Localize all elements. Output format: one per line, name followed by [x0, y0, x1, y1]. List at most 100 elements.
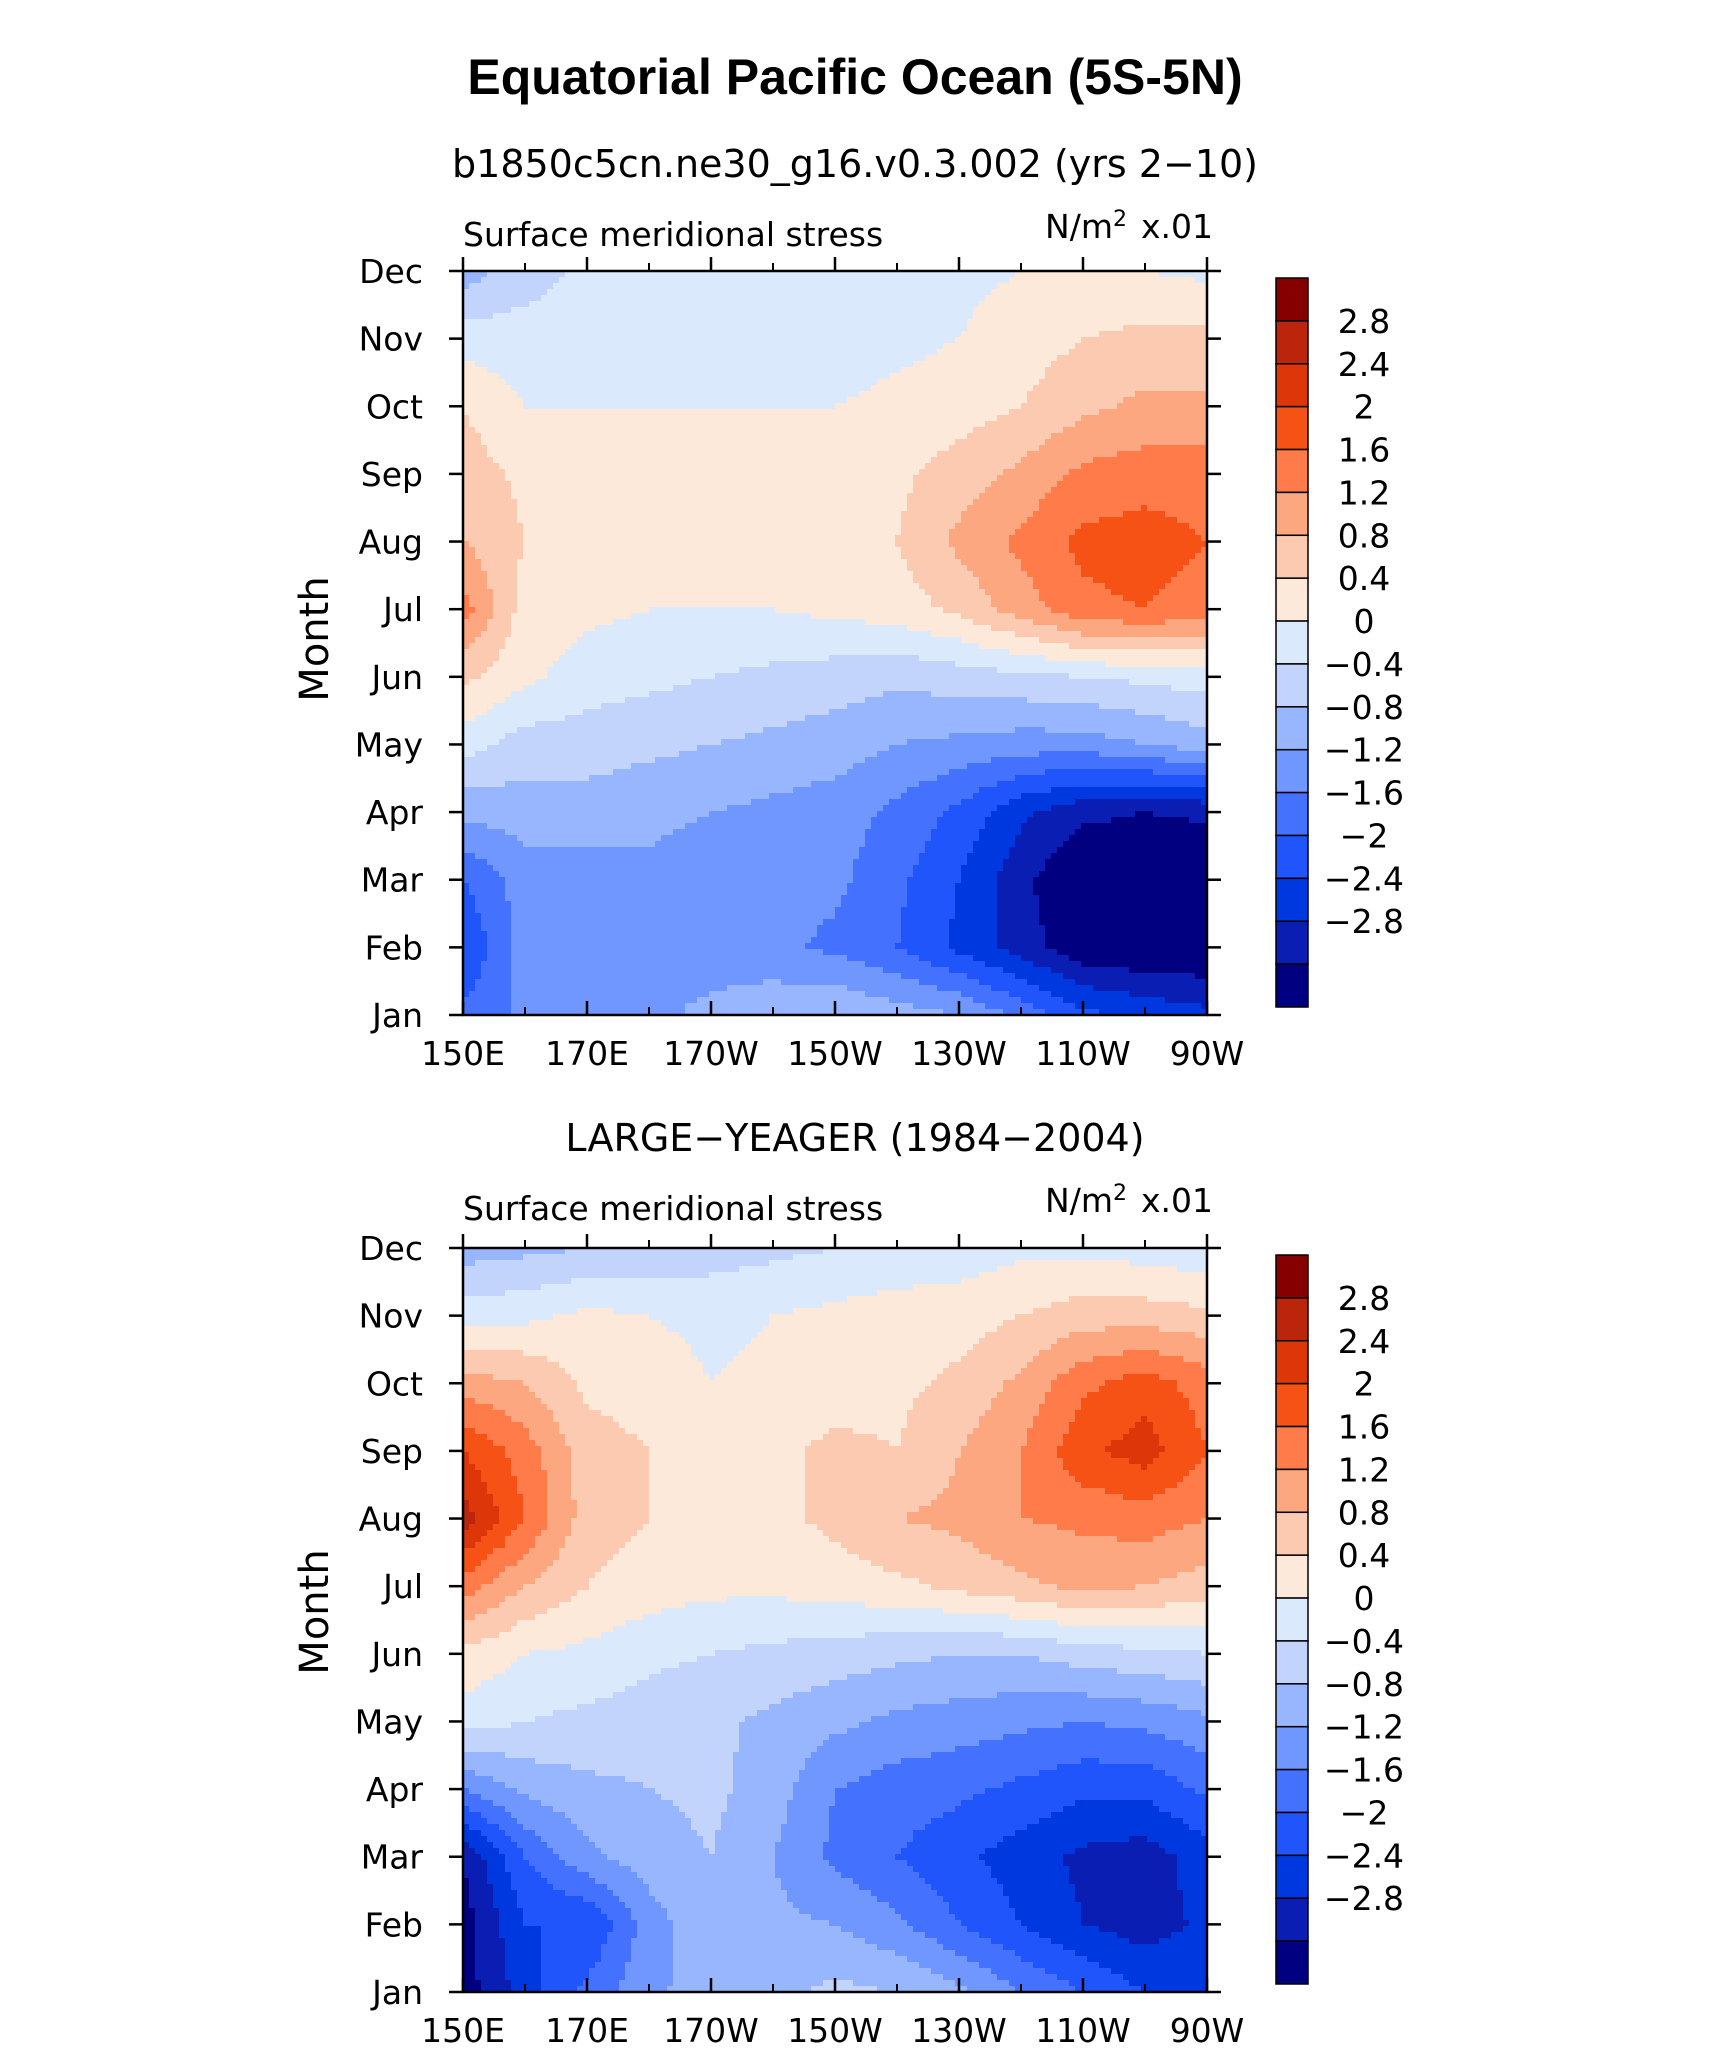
contour-cell: [691, 331, 698, 338]
contour-cell: [955, 505, 962, 512]
contour-cell: [895, 493, 902, 500]
contour-cell: [553, 427, 560, 434]
contour-cell: [757, 379, 764, 386]
contour-cell: [547, 289, 554, 296]
contour-cell: [985, 361, 992, 368]
contour-cell: [727, 439, 734, 446]
contour-cell: [619, 457, 626, 464]
contour-cell: [703, 403, 710, 410]
contour-cell: [1009, 295, 1016, 302]
contour-cell: [1177, 457, 1184, 464]
contour-cell: [601, 271, 608, 278]
contour-cell: [859, 391, 866, 398]
contour-cell: [1117, 463, 1124, 470]
contour-cell: [487, 301, 494, 308]
contour-cell: [733, 469, 740, 476]
contour-cell: [1135, 355, 1142, 362]
contour-cell: [1165, 439, 1172, 446]
contour-cell: [1009, 457, 1016, 464]
contour-cell: [673, 355, 680, 362]
contour-cell: [1123, 307, 1130, 314]
contour-cell: [1039, 469, 1046, 476]
contour-cell: [931, 481, 938, 488]
contour-cell: [1039, 403, 1046, 410]
contour-cell: [889, 499, 896, 506]
contour-cell: [1027, 457, 1034, 464]
contour-cell: [727, 421, 734, 428]
contour-cell: [481, 439, 488, 446]
contour-cell: [691, 487, 698, 494]
contour-cell: [757, 493, 764, 500]
contour-cell: [961, 469, 968, 476]
contour-cell: [553, 361, 560, 368]
contour-cell: [673, 367, 680, 374]
contour-cell: [1135, 361, 1142, 368]
contour-cell: [847, 361, 854, 368]
contour-cell: [1033, 439, 1040, 446]
contour-cell: [943, 427, 950, 434]
contour-cell: [649, 415, 656, 422]
contour-cell: [1117, 319, 1124, 326]
contour-cell: [703, 391, 710, 398]
contour-cell: [1099, 457, 1106, 464]
contour-cell: [907, 289, 914, 296]
contour-cell: [1183, 301, 1190, 308]
contour-cell: [601, 277, 608, 284]
contour-cell: [745, 337, 752, 344]
contour-cell: [967, 415, 974, 422]
contour-cell: [943, 331, 950, 338]
contour-cell: [553, 397, 560, 404]
contour-cell: [721, 289, 728, 296]
contour-cell: [823, 445, 830, 452]
contour-cell: [1003, 343, 1010, 350]
contour-cell: [679, 475, 686, 482]
contour-cell: [829, 283, 836, 290]
contour-cell: [697, 445, 704, 452]
contour-cell: [595, 277, 602, 284]
contour-cell: [1123, 385, 1130, 392]
contour-cell: [1117, 271, 1124, 278]
contour-cell: [643, 391, 650, 398]
contour-cell: [667, 361, 674, 368]
contour-cell: [937, 349, 944, 356]
contour-cell: [859, 367, 866, 374]
contour-cell: [541, 487, 548, 494]
contour-cell: [673, 451, 680, 458]
contour-cell: [1111, 349, 1118, 356]
contour-cell: [487, 451, 494, 458]
contour-cell: [517, 493, 524, 500]
contour-cell: [751, 463, 758, 470]
contour-cell: [1183, 391, 1190, 398]
contour-cell: [793, 277, 800, 284]
contour-cell: [571, 391, 578, 398]
contour-cell: [511, 313, 518, 320]
contour-cell: [1117, 355, 1124, 362]
contour-cell: [553, 487, 560, 494]
contour-cell: [739, 313, 746, 320]
contour-cell: [685, 271, 692, 278]
contour-cell: [847, 343, 854, 350]
contour-cell: [1135, 469, 1142, 476]
contour-cell: [907, 457, 914, 464]
contour-cell: [751, 499, 758, 506]
contour-cell: [607, 337, 614, 344]
contour-cell: [859, 445, 866, 452]
contour-cell: [1021, 499, 1028, 506]
contour-cell: [1087, 373, 1094, 380]
contour-cell: [1153, 379, 1160, 386]
contour-cell: [1165, 385, 1172, 392]
contour-cell: [949, 319, 956, 326]
contour-cell: [883, 421, 890, 428]
contour-cell: [1165, 475, 1172, 482]
contour-cell: [781, 277, 788, 284]
contour-cell: [679, 451, 686, 458]
contour-cell: [655, 271, 662, 278]
contour-cell: [583, 433, 590, 440]
contour-cell: [1057, 475, 1064, 482]
contour-cell: [1147, 403, 1154, 410]
contour-row: [463, 391, 1207, 398]
contour-cell: [541, 277, 548, 284]
contour-cell: [847, 463, 854, 470]
contour-cell: [925, 493, 932, 500]
contour-cell: [1039, 349, 1046, 356]
